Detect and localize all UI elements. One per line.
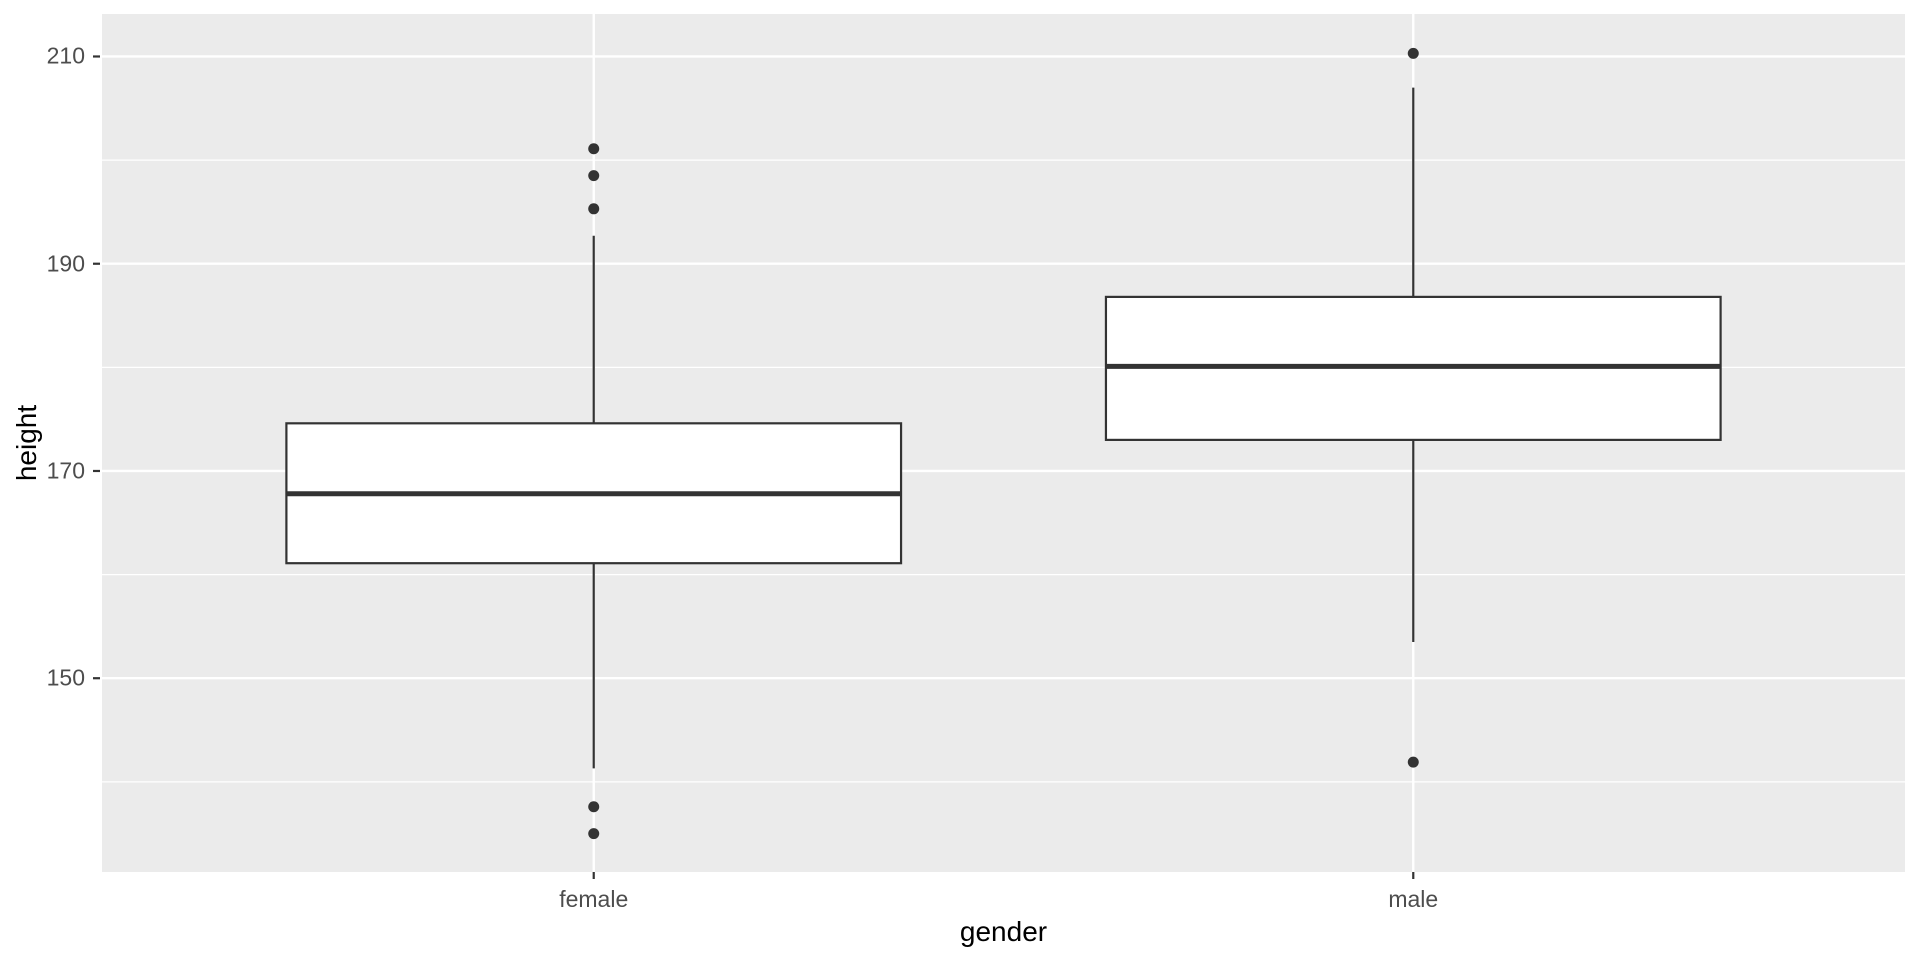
outlier-point-female: [588, 143, 600, 155]
x-tick-label-female: female: [559, 886, 629, 912]
outlier-point-female: [588, 203, 600, 215]
outlier-point-female: [588, 828, 600, 840]
outlier-point-male: [1407, 47, 1419, 59]
y-tick-label: 190: [46, 250, 85, 277]
y-tick-label: 150: [46, 664, 85, 691]
outlier-point-female: [588, 170, 600, 182]
y-tick-label: 170: [46, 457, 85, 484]
outlier-point-male: [1407, 756, 1419, 768]
y-axis-title: height: [11, 404, 42, 482]
outlier-point-female: [588, 801, 600, 813]
x-tick-label-male: male: [1388, 886, 1439, 912]
y-tick-label: 210: [46, 42, 85, 69]
x-axis-title: gender: [959, 916, 1048, 947]
